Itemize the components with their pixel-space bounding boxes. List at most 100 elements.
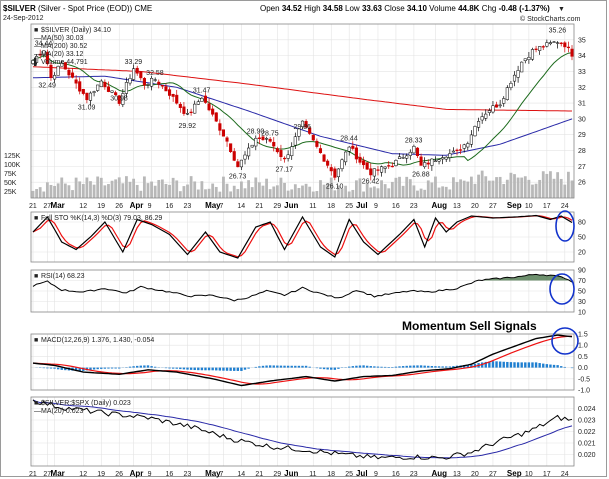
candle-body [372, 168, 376, 177]
candle-body [96, 84, 100, 91]
candle-body [38, 53, 42, 56]
candle-body [189, 111, 193, 114]
candle-body [559, 42, 563, 45]
volume-bar [160, 179, 164, 198]
ratio-axis-tick: 0.022 [578, 429, 596, 436]
volume-bar [99, 177, 103, 198]
candle-body [523, 58, 527, 61]
volume-bar [567, 171, 570, 198]
x-axis-tick: 10 [525, 203, 533, 210]
macd-axis-tick: 0.5 [578, 354, 588, 361]
candle-body [318, 148, 323, 154]
volume-bar [408, 179, 412, 198]
candle-body [415, 147, 420, 157]
candle-body [552, 41, 556, 43]
volume-bar [121, 183, 125, 198]
volume-bar [247, 180, 250, 198]
volume-bar [527, 179, 531, 198]
candle-body [214, 112, 218, 122]
candle-body [448, 153, 452, 158]
macd-panel [30, 333, 575, 391]
candle-body [78, 81, 82, 92]
volume-bar [67, 185, 71, 198]
volume-bar [412, 185, 416, 198]
price-legend-item: Volume 44,791 [41, 59, 88, 66]
volume-bar [372, 186, 376, 198]
candle-body [494, 104, 499, 108]
candle-body [286, 154, 290, 159]
candle-body [480, 116, 484, 121]
x-axis-tick: 18 [327, 471, 335, 478]
candle-body [405, 155, 409, 159]
candle-body [347, 146, 351, 152]
volume-bar [416, 190, 419, 198]
x-axis-tick: 23 [410, 203, 418, 210]
candle-body [387, 165, 391, 167]
volume-bar [132, 178, 136, 198]
candle-body [401, 157, 405, 159]
price-label: 26.10 [326, 184, 344, 191]
x-axis-tick: Apr [130, 201, 144, 210]
volume-bar [45, 182, 49, 198]
volume-bar [78, 181, 82, 198]
ma50-line [32, 75, 573, 156]
candle-body [178, 103, 182, 108]
candle-body [520, 61, 524, 73]
x-axis-tick: Jul [356, 201, 368, 210]
volume-bar [243, 188, 247, 198]
sto-axis-tick: 20 [578, 250, 586, 257]
candle-body [88, 92, 93, 101]
volume-bar [229, 191, 233, 198]
candle-body [218, 123, 222, 131]
volume-bar [531, 184, 534, 198]
volume-bar [441, 186, 445, 198]
candle-body [336, 168, 340, 178]
x-axis-tick: 24 [561, 471, 569, 478]
price-label: 26.73 [229, 174, 247, 181]
volume-bar [326, 183, 330, 198]
price-label: 28.44 [340, 136, 358, 143]
candle-body [42, 50, 46, 56]
price-axis-tick: 30 [578, 116, 586, 123]
candle-body [265, 138, 269, 140]
candle-body [81, 88, 85, 94]
rsi-axis-tick: 10 [578, 310, 586, 317]
candle-body [541, 46, 545, 48]
volume-bar [516, 177, 520, 198]
candle-body [67, 69, 71, 76]
ratio-legend: $SILVER:$SPX (Daily) 0.023 [41, 400, 131, 407]
volume-bar [513, 174, 516, 198]
volume-bar [304, 183, 308, 198]
candle-body [99, 80, 103, 88]
x-axis-tick: 27 [43, 471, 51, 478]
volume-bar [38, 187, 42, 198]
candle-body [477, 121, 481, 128]
candle-body [441, 157, 445, 160]
x-axis-tick: 21 [255, 471, 263, 478]
ratio-line [32, 399, 573, 460]
volume-bar [437, 187, 441, 198]
volume-bar [549, 171, 552, 198]
candle-body [110, 90, 114, 93]
ratio-axis-tick: 0.020 [578, 452, 596, 459]
x-axis-tick: 14 [237, 471, 245, 478]
volume-bar [236, 189, 240, 198]
candle-body [527, 57, 531, 60]
x-axis-tick: Sep [507, 469, 522, 478]
x-axis-tick: 12 [79, 471, 87, 478]
sto-axis-tick: 50 [578, 235, 586, 242]
price-label: 28.33 [405, 137, 423, 144]
x-axis-tick: Jun [284, 201, 298, 210]
price-axis-tick: 28 [578, 148, 586, 155]
volume-bar [484, 176, 488, 198]
volume-bar [434, 176, 437, 198]
volume-bar [193, 181, 197, 198]
candle-body [437, 159, 441, 162]
candle-body [563, 42, 567, 48]
candle-body [150, 78, 154, 87]
momentum-annotation: Momentum Sell Signals [402, 319, 537, 333]
candle-body [74, 79, 78, 84]
candle-body [103, 81, 107, 88]
volume-bar [563, 184, 567, 198]
candle-body [247, 147, 251, 157]
